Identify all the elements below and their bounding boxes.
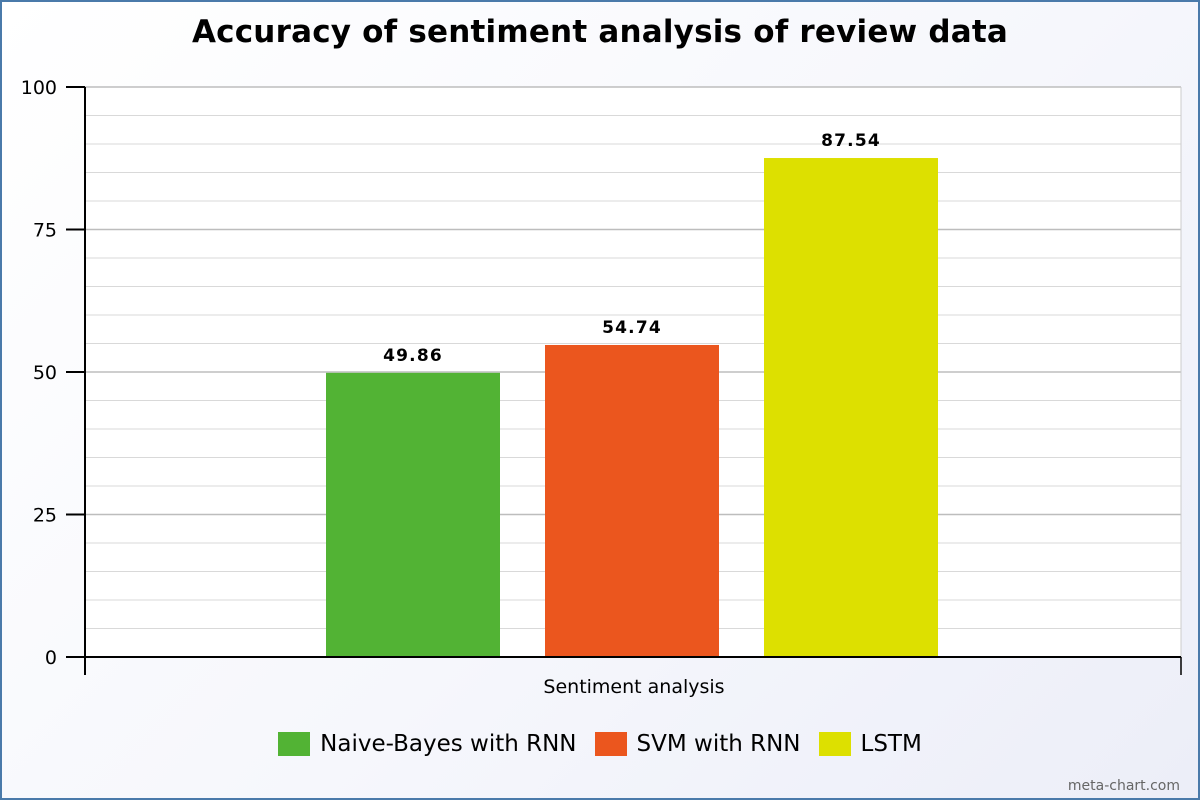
legend-label: Naive-Bayes with RNN xyxy=(320,731,577,757)
y-tick-label: 75 xyxy=(33,220,57,242)
chart-legend: Naive-Bayes with RNN SVM with RNN LSTM xyxy=(0,731,1200,757)
y-tick-label: 100 xyxy=(21,77,57,99)
legend-item: SVM with RNN xyxy=(594,731,801,757)
legend-swatch xyxy=(818,732,851,756)
y-tick-label: 25 xyxy=(33,505,57,527)
data-label: 54.74 xyxy=(602,318,662,338)
legend-swatch xyxy=(594,732,627,756)
chart-title: Accuracy of sentiment analysis of review… xyxy=(191,14,1009,50)
data-label: 87.54 xyxy=(821,131,881,151)
bar-lstm xyxy=(764,158,938,657)
legend-swatch xyxy=(278,732,311,756)
data-label: 49.86 xyxy=(383,346,443,366)
bar-naive-bayes-with-rnn xyxy=(326,372,500,657)
legend-label: SVM with RNN xyxy=(636,731,801,757)
legend-label: LSTM xyxy=(860,731,922,757)
y-tick-label: 50 xyxy=(33,362,57,384)
x-axis-label: Sentiment analysis xyxy=(543,676,724,698)
bar-svm-with-rnn xyxy=(545,344,719,657)
legend-item: Naive-Bayes with RNN xyxy=(278,731,577,757)
watermark: meta-chart.com xyxy=(1067,778,1180,794)
legend-item: LSTM xyxy=(818,731,922,757)
y-tick-label: 0 xyxy=(45,647,57,669)
